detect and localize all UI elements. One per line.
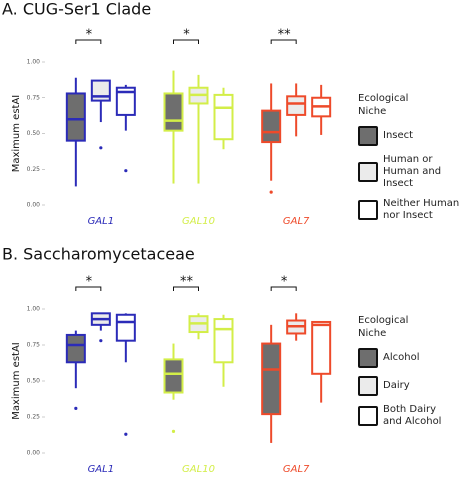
legend-label: Dairy [383, 380, 410, 391]
y-tick-label: 0.50 [27, 130, 41, 137]
y-tick-label: 0.25 [27, 414, 41, 421]
box [163, 358, 184, 394]
box [163, 92, 184, 132]
significance-bracket [173, 39, 199, 44]
outlier [124, 432, 128, 436]
chart-title: B. Saccharomycetaceae [2, 245, 195, 264]
significance-label: ** [278, 28, 292, 43]
x-tick-label: GAL10 [182, 216, 215, 227]
x-tick-label: GAL7 [283, 216, 310, 227]
y-tick-label: 0.25 [27, 166, 41, 173]
legend-swatch [358, 126, 378, 146]
y-axis-label: Maximum estAI [11, 342, 22, 420]
outlier [171, 429, 176, 433]
significance-label: * [86, 275, 93, 290]
y-axis-label: Maximum estAI [11, 95, 22, 173]
legend-swatch [358, 348, 378, 368]
legend-label: Both Dairy and Alcohol [383, 404, 442, 427]
y-tick-label: 0.75 [27, 94, 41, 101]
box [213, 318, 234, 364]
y-tick-label: 0.50 [27, 378, 41, 385]
x-tick-label: GAL7 [283, 464, 310, 475]
legend-swatch [358, 406, 378, 426]
legend-label: Insect [383, 130, 414, 141]
y-tick-label: 1.00 [27, 306, 41, 313]
box [213, 93, 234, 141]
legend-swatch [358, 200, 378, 220]
significance-bracket [75, 39, 102, 44]
outlier [269, 190, 273, 194]
legend-label: Human or Human and Insect [383, 154, 442, 189]
legend-title: Ecological Niche [358, 315, 409, 339]
significance-bracket [270, 286, 297, 291]
significance-bracket [75, 286, 102, 291]
y-tick-label: 0.75 [27, 342, 41, 349]
y-tick-label: 1.00 [27, 59, 41, 66]
outlier [99, 339, 103, 343]
legend-label: Alcohol [383, 352, 420, 363]
outlier [99, 146, 103, 150]
box [115, 313, 136, 342]
box [65, 333, 86, 364]
box [115, 86, 136, 116]
legend-entry: Dairy [358, 376, 441, 396]
box [261, 109, 282, 144]
significance-bracket [270, 39, 297, 44]
outlier [124, 169, 128, 173]
outlier [74, 406, 78, 410]
legend: Ecological Niche Alcohol Dairy Both Dairy a… [358, 314, 441, 436]
box [286, 95, 307, 116]
x-tick-label: GAL1 [88, 216, 115, 227]
legend-title: Ecological Niche [358, 93, 409, 117]
y-tick-label: 0.00 [27, 202, 41, 209]
significance-label: * [281, 275, 288, 290]
box [90, 79, 111, 102]
x-tick-label: GAL1 [88, 464, 115, 475]
significance-label: ** [180, 275, 194, 290]
y-tick-label: 0.00 [27, 450, 41, 457]
legend-entry: Insect [358, 126, 474, 146]
legend-entry: Human or Human and Insect [358, 154, 474, 190]
legend-label: Neither Human nor Insect [383, 198, 460, 221]
significance-label: * [183, 28, 190, 43]
significance-label: * [86, 28, 93, 43]
significance-bracket [173, 286, 199, 291]
box [311, 320, 332, 375]
chart-title: A. CUG-Ser1 Clade [2, 0, 151, 19]
legend-entry: Neither Human nor Insect [358, 198, 474, 222]
legend-swatch [358, 376, 378, 396]
box [261, 342, 282, 416]
legend: Ecological Niche Insect Human or Human and… [358, 92, 474, 230]
legend-swatch [358, 162, 378, 182]
box [65, 92, 86, 142]
x-tick-label: GAL10 [182, 464, 215, 475]
legend-entry: Both Dairy and Alcohol [358, 404, 441, 428]
legend-entry: Alcohol [358, 348, 441, 368]
